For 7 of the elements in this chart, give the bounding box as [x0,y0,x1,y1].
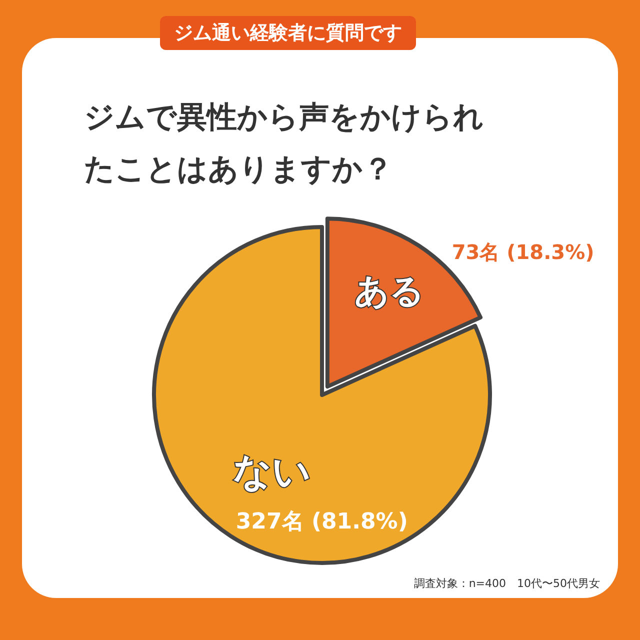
chart-subtitle: ジム通い経験者に質問です [160,16,416,50]
data-label: 73名 (18.3%) [452,240,594,264]
slice-label: ない [232,450,311,494]
chart-title: ジムで異性から声をかけられたことはありますか？ [84,99,485,189]
slice-label: ある [354,272,424,312]
data-label: 327名 (81.8%) [236,510,408,535]
text: 調査対象：n=400 10代〜50代男女 [414,576,600,591]
